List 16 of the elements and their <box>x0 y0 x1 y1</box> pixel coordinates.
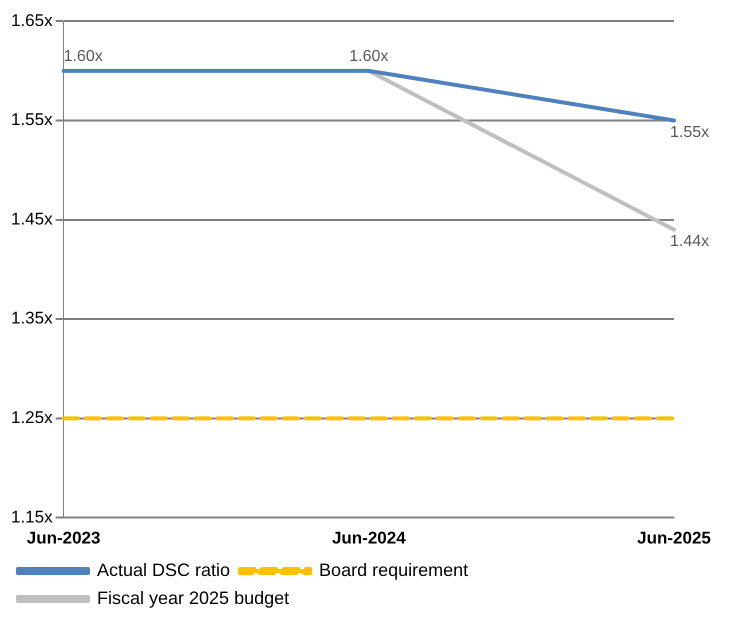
data-label: 1.44x <box>670 233 710 250</box>
data-label: 1.60x <box>64 48 103 66</box>
y-tick-label: 1.45x <box>10 209 54 228</box>
x-tick-label: Jun-2024 <box>332 528 406 548</box>
y-tick-label: 1.25x <box>10 408 54 428</box>
y-tick-label: 1.35x <box>10 308 54 328</box>
y-tick-label: 1.55x <box>10 110 54 130</box>
data-label: 1.60x <box>349 48 388 66</box>
data-label: 1.55x <box>670 124 710 141</box>
legend-label: Board requirement <box>319 560 468 580</box>
y-tick-label: 1.65x <box>10 10 54 30</box>
x-tick-label: Jun-2023 <box>26 528 100 548</box>
y-tick-label: 1.15x <box>10 507 54 526</box>
x-tick-label: Jun-2025 <box>637 528 711 548</box>
legend-label: Fiscal year 2025 budget <box>97 588 290 608</box>
legend-label: Actual DSC ratio <box>97 560 230 580</box>
